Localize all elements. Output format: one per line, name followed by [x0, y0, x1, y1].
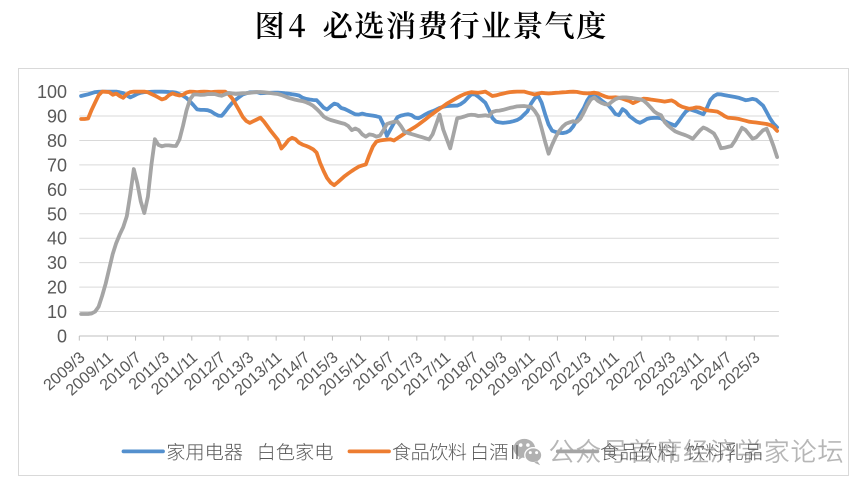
svg-text:40: 40	[47, 229, 67, 249]
svg-text:60: 60	[47, 180, 67, 200]
svg-text:80: 80	[47, 131, 67, 151]
svg-text:0: 0	[57, 327, 67, 347]
svg-text:90: 90	[47, 107, 67, 127]
svg-text:30: 30	[47, 253, 67, 273]
svg-text:70: 70	[47, 155, 67, 175]
svg-text:10: 10	[47, 302, 67, 322]
svg-text:20: 20	[47, 278, 67, 298]
svg-text:50: 50	[47, 204, 67, 224]
svg-text:100: 100	[37, 82, 67, 102]
